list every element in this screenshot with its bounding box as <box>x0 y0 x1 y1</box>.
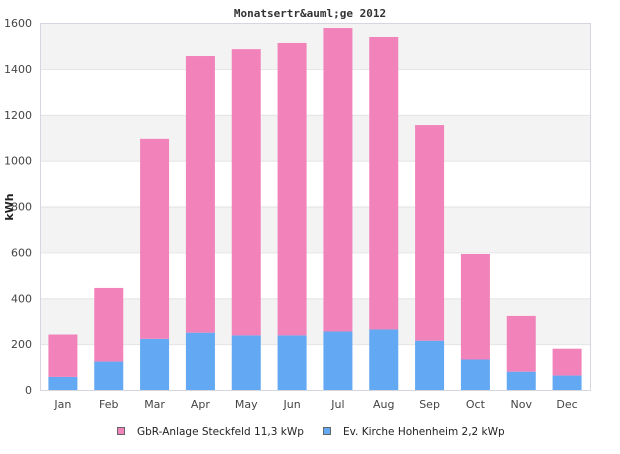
x-tick-label: Sep <box>419 398 440 411</box>
bar-jun <box>277 335 307 390</box>
bar-dec <box>552 348 582 376</box>
x-tick-label: Jul <box>330 398 344 411</box>
grid-band <box>40 68 590 115</box>
x-tick-label: Nov <box>511 398 533 411</box>
bar-apr <box>185 332 215 390</box>
bar-jul <box>323 28 353 332</box>
x-tick-label: Feb <box>99 398 118 411</box>
bars <box>48 28 582 390</box>
grid-band <box>40 298 590 345</box>
x-tick-label: Dec <box>556 398 577 411</box>
bar-sep <box>415 340 445 390</box>
x-tick-label: Aug <box>373 398 394 411</box>
chart-title: Monatsertr&auml;ge 2012 <box>234 7 386 20</box>
bar-may <box>231 49 261 336</box>
y-tick-label: 400 <box>11 292 32 305</box>
bar-oct <box>460 253 490 360</box>
bar-sep <box>415 125 445 341</box>
y-tick-label: 600 <box>11 246 32 259</box>
bar-mar <box>140 138 170 339</box>
grid-band <box>40 160 590 207</box>
legend-label: GbR-Anlage Steckfeld 11,3 kWp <box>137 426 304 438</box>
x-tick-label: Jun <box>282 398 300 411</box>
x-tick-label: Mar <box>144 398 165 411</box>
y-tick-label: 1000 <box>4 155 32 168</box>
x-tick-label: Apr <box>191 398 211 411</box>
x-axis-ticks: Jan Feb Mar Apr May Jun Jul Aug Sep Oct Nov Dec <box>53 398 577 411</box>
x-tick-label: Jan <box>53 398 71 411</box>
y-tick-label: 200 <box>11 338 32 351</box>
bar-aug <box>369 329 399 390</box>
bar-feb <box>94 361 124 390</box>
x-tick-label: Oct <box>466 398 486 411</box>
grid-band <box>40 344 590 390</box>
bar-jan <box>48 334 78 377</box>
y-tick-label: 1400 <box>4 63 32 76</box>
bar-nov <box>506 371 536 390</box>
bar-aug <box>369 36 399 330</box>
legend-swatch <box>117 427 125 435</box>
y-tick-label: 1200 <box>4 109 32 122</box>
legend-swatch <box>323 427 331 435</box>
grid-band <box>40 23 590 69</box>
bar-jul <box>323 331 353 390</box>
y-tick-label: 800 <box>11 201 32 214</box>
y-axis-ticks: 0 200 400 600 800 1000 1200 1400 1600 <box>4 17 32 397</box>
bar-nov <box>506 315 536 372</box>
grid-band <box>40 252 590 299</box>
legend: GbR-Anlage Steckfeld 11,3 kWp Ev. Kirche … <box>117 426 505 438</box>
bar-may <box>231 335 261 390</box>
grid-band <box>40 206 590 253</box>
plot-background <box>40 23 590 390</box>
bar-dec <box>552 375 582 390</box>
y-tick-label: 1600 <box>4 17 32 30</box>
bar-oct <box>460 359 490 390</box>
y-tick-label: 0 <box>25 384 32 397</box>
grid-band <box>40 114 590 161</box>
y-axis-label: kWh <box>3 193 16 220</box>
bar-apr <box>185 56 215 333</box>
bar-jun <box>277 42 307 336</box>
legend-label: Ev. Kirche Hohenheim 2,2 kWp <box>343 426 505 438</box>
plot-border <box>40 23 591 391</box>
x-tick-label: May <box>235 398 258 411</box>
bar-mar <box>140 338 170 390</box>
bar-feb <box>94 287 124 362</box>
bar-jan <box>48 376 78 390</box>
